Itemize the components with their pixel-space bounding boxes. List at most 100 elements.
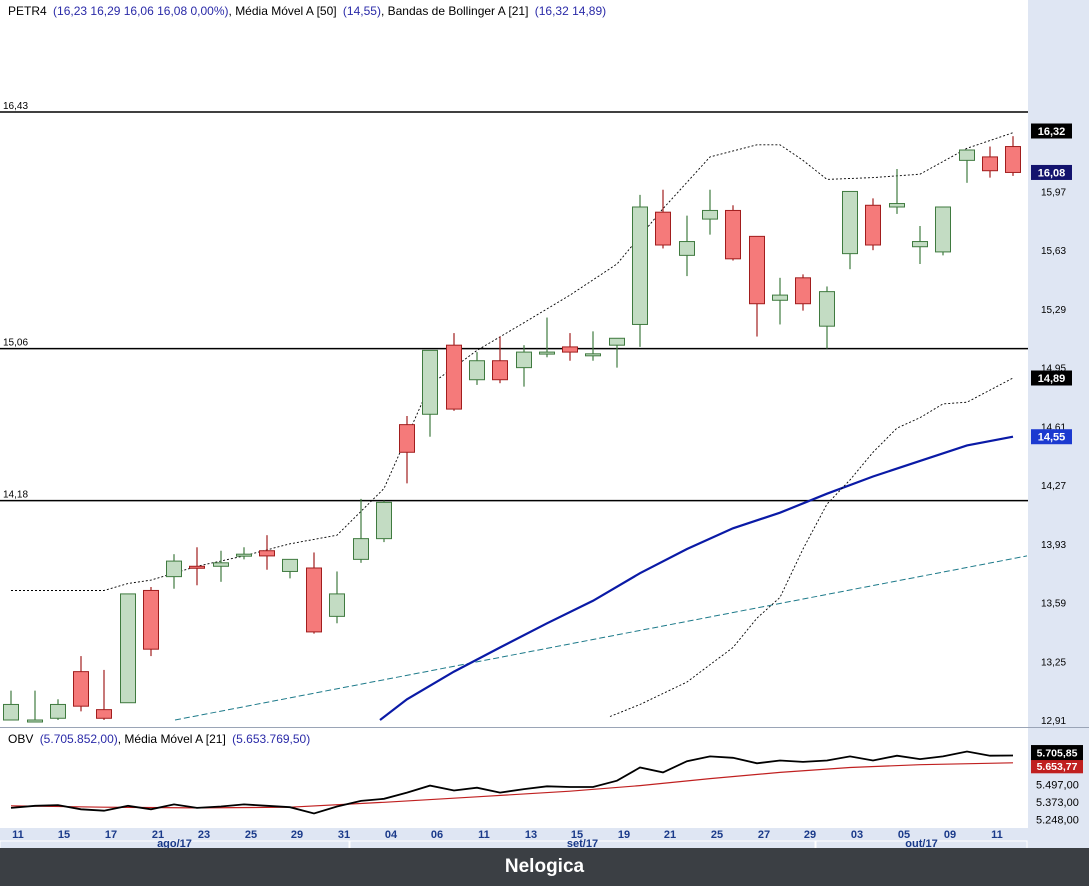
price-tag[interactable]: 16,08: [1031, 164, 1072, 180]
candle-body: [376, 501, 392, 540]
price-tag-label: 14,55: [1038, 432, 1066, 444]
candle-body: [795, 277, 811, 305]
candle[interactable]: [539, 317, 555, 358]
month-label: ago/17: [157, 838, 192, 848]
price-tick-label: 14,27: [1041, 481, 1066, 492]
footer-bar: [0, 848, 1089, 886]
candle[interactable]: [562, 333, 578, 361]
candle[interactable]: [353, 498, 369, 563]
candle-body: [749, 235, 765, 305]
obv-line[interactable]: [10, 750, 1014, 815]
candle[interactable]: [143, 587, 159, 657]
candle[interactable]: [935, 206, 951, 256]
obv-tick-label: 5.497,00: [1036, 780, 1079, 792]
candle[interactable]: [655, 189, 671, 249]
price-axis-panel[interactable]: [1028, 0, 1089, 728]
obv-tick-label: 5.373,00: [1036, 797, 1079, 809]
candle-body: [609, 337, 625, 346]
candle[interactable]: [259, 535, 275, 570]
date-tick-label: 25: [711, 829, 723, 841]
candle[interactable]: [120, 593, 136, 704]
obv-tick-label: 5.248,00: [1036, 814, 1079, 826]
candle[interactable]: [772, 277, 788, 325]
candle-body: [422, 349, 438, 415]
candle[interactable]: [282, 558, 298, 579]
candle[interactable]: [819, 286, 835, 349]
date-tick-label: 21: [664, 829, 676, 841]
candle[interactable]: [399, 416, 415, 484]
date-tick-label: 06: [431, 829, 443, 841]
candle[interactable]: [3, 690, 19, 721]
candle[interactable]: [982, 146, 998, 178]
price-tick-label: 14,95: [1041, 364, 1066, 375]
price-tag[interactable]: 5.705,85: [1031, 745, 1083, 761]
candle[interactable]: [609, 337, 625, 368]
candle[interactable]: [236, 547, 252, 560]
candle-body: [912, 241, 928, 248]
price-tag[interactable]: 5.653,77: [1031, 758, 1083, 774]
reference-line-label: 14,18: [3, 490, 28, 501]
date-tick-label: 11: [12, 829, 24, 841]
candle[interactable]: [749, 235, 765, 337]
bollinger-label: Bandas de Bollinger A [21]: [388, 4, 529, 18]
month-label: out/17: [905, 838, 937, 848]
candle[interactable]: [492, 336, 508, 384]
candle-body: [213, 562, 229, 567]
candle[interactable]: [889, 169, 905, 214]
candle-body: [73, 671, 89, 707]
price-tag[interactable]: 14,89: [1031, 370, 1072, 386]
date-tick-label: 11: [478, 829, 490, 841]
candle-body: [539, 351, 555, 355]
candle[interactable]: [329, 571, 345, 624]
candle-body: [306, 567, 322, 633]
ma50-line[interactable]: [379, 435, 1014, 721]
candle-body: [842, 190, 858, 255]
candle[interactable]: [469, 352, 485, 385]
candle-body: [282, 558, 298, 572]
candle[interactable]: [96, 669, 112, 720]
price-tag[interactable]: 14,55: [1031, 429, 1072, 445]
candle[interactable]: [50, 699, 66, 720]
date-tick-label: 15: [571, 829, 583, 841]
candle[interactable]: [912, 226, 928, 264]
date-tick-label: 23: [198, 829, 210, 841]
candle[interactable]: [446, 333, 462, 411]
bollinger-upper-band[interactable]: [11, 132, 1014, 591]
candle[interactable]: [213, 550, 229, 582]
candle[interactable]: [189, 547, 205, 586]
candle[interactable]: [959, 149, 975, 183]
date-tick-label: 17: [105, 829, 117, 841]
price-tag-bg: [1031, 758, 1083, 774]
candle[interactable]: [1005, 136, 1021, 176]
candle-body: [27, 719, 43, 723]
candle[interactable]: [166, 554, 182, 589]
candle-body: [492, 360, 508, 381]
price-tag[interactable]: 16,32: [1031, 123, 1072, 139]
candle[interactable]: [73, 656, 89, 712]
candle[interactable]: [516, 345, 532, 387]
bollinger-lower-band[interactable]: [609, 377, 1014, 717]
trend-line[interactable]: [174, 555, 1028, 721]
chart-canvas[interactable]: 16,43 15,06 14,18 15,97 15,63 15,29 14,95 14,6…: [0, 0, 1089, 858]
candle[interactable]: [725, 205, 741, 261]
obv-axis-panel[interactable]: [1028, 728, 1089, 828]
date-tick-label: 29: [804, 829, 816, 841]
price-tag-bg: [1031, 164, 1072, 180]
obv-ma-line[interactable]: [10, 762, 1014, 809]
candle[interactable]: [422, 349, 438, 437]
candle-body: [632, 206, 648, 325]
candle[interactable]: [795, 274, 811, 311]
candle[interactable]: [702, 189, 718, 235]
candle[interactable]: [679, 215, 695, 277]
candle[interactable]: [306, 552, 322, 634]
candle[interactable]: [376, 500, 392, 543]
candle[interactable]: [865, 198, 881, 251]
candle[interactable]: [27, 690, 43, 723]
candle[interactable]: [632, 194, 648, 347]
candle[interactable]: [842, 190, 858, 270]
candle[interactable]: [585, 331, 601, 361]
candle-body: [772, 294, 788, 301]
candle-body: [96, 709, 112, 719]
candle-body: [819, 291, 835, 327]
